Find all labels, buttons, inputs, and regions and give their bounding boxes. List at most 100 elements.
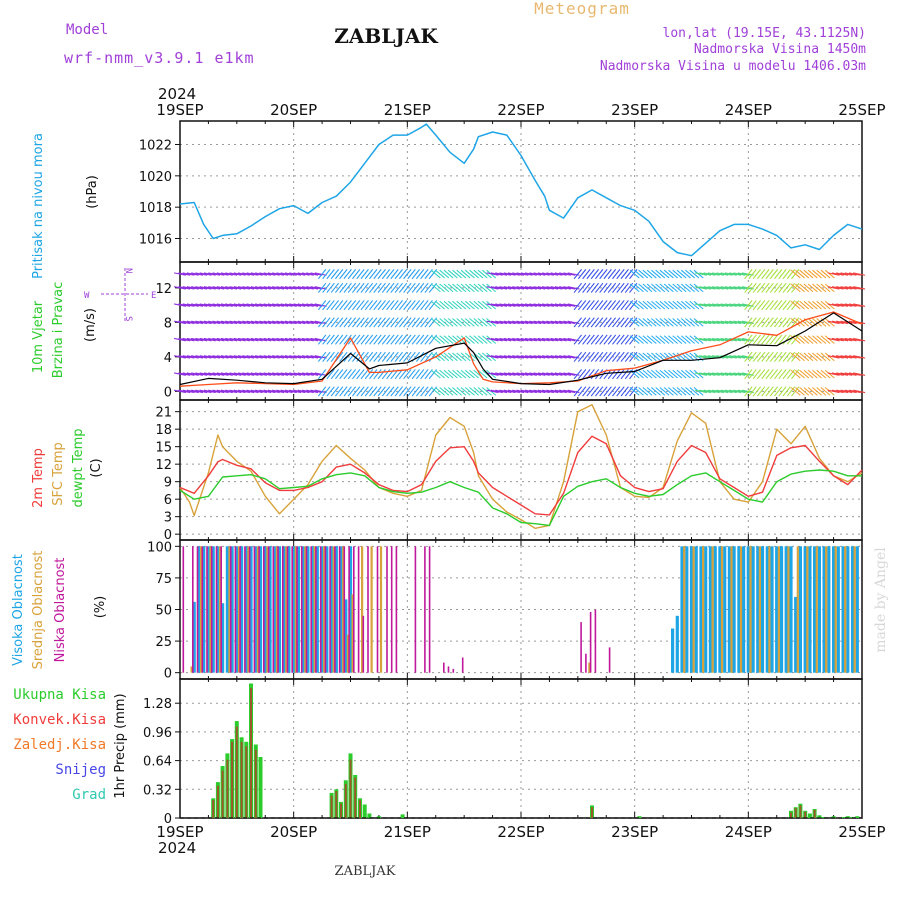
wind-barb xyxy=(174,272,186,276)
wind-barb xyxy=(689,300,700,310)
wind-barb xyxy=(481,387,492,396)
wind-barb xyxy=(752,334,762,345)
wind-barb xyxy=(836,372,849,376)
wind-barb xyxy=(836,320,849,325)
cloud-bar xyxy=(282,546,286,673)
wind-barb xyxy=(377,351,386,362)
wind-barb xyxy=(699,355,712,359)
wind-barb xyxy=(267,320,280,325)
wind-barb xyxy=(816,335,827,344)
wind-barb xyxy=(663,318,674,327)
wind-barb xyxy=(386,386,395,397)
wind-barb xyxy=(516,355,529,359)
wind-barb xyxy=(306,337,319,342)
wind-barb xyxy=(495,372,508,376)
wind-barb xyxy=(516,320,529,325)
wind-barb xyxy=(668,318,678,327)
wind-barb xyxy=(703,389,716,394)
wind-barb xyxy=(720,372,733,376)
model-altitude-label: Nadmorska Visina u modelu 1406.03m xyxy=(600,59,866,74)
wind-barb xyxy=(477,300,488,310)
cloud-bar xyxy=(685,546,689,673)
cloud-ylabel-3: Niska Oblacnost xyxy=(53,558,68,663)
wind-barb xyxy=(326,317,335,328)
wind-barb xyxy=(563,337,576,342)
wind-barb xyxy=(267,272,280,276)
wind-barb xyxy=(668,369,678,379)
wind-barb xyxy=(254,272,267,276)
wind-barb xyxy=(612,386,621,397)
cloud-bar xyxy=(718,546,722,673)
wind-barb xyxy=(827,303,840,307)
wind-barb xyxy=(716,272,729,276)
wind-barb xyxy=(744,351,753,362)
wind-barb xyxy=(848,389,861,394)
wind-barb xyxy=(533,320,546,325)
wind-barb xyxy=(369,386,378,397)
wind-barb xyxy=(464,300,475,310)
wind-barb xyxy=(554,389,567,394)
wind-barb xyxy=(191,303,204,307)
wind-barb xyxy=(403,282,412,293)
wind-barb xyxy=(390,300,399,311)
wind-barb xyxy=(415,386,425,397)
wind-barb xyxy=(182,320,195,325)
wind-barb xyxy=(655,318,666,327)
pressure-unit: (hPa) xyxy=(85,175,100,209)
wind-barb xyxy=(310,320,323,325)
wind-barb xyxy=(820,352,831,362)
precip-conv-bar xyxy=(790,812,792,818)
wind-barb xyxy=(460,318,471,327)
wind-barb xyxy=(646,387,657,396)
wind-barb xyxy=(473,318,484,327)
wind-barb xyxy=(546,320,559,325)
wind-barb xyxy=(790,387,801,396)
wind-barb xyxy=(276,272,289,276)
cloud-bar xyxy=(277,546,279,673)
wind-barb xyxy=(242,337,255,342)
wind-barb xyxy=(689,283,700,293)
cloud-bar xyxy=(836,546,840,673)
wind-barb xyxy=(603,282,612,293)
cloud-bar xyxy=(247,546,250,673)
wind-barb xyxy=(563,320,576,325)
wind-barb xyxy=(546,372,559,376)
wind-barb xyxy=(233,320,246,325)
wind-barb xyxy=(774,300,783,311)
wind-barb xyxy=(229,272,242,276)
wind-barb xyxy=(343,269,352,280)
wind-barb xyxy=(430,369,441,379)
wind-barb xyxy=(259,389,272,394)
wind-barb xyxy=(803,352,814,362)
wind-barb xyxy=(586,282,595,293)
wind-barb xyxy=(668,269,678,279)
wind-barb xyxy=(477,335,488,344)
lonlat-label: lon,lat (19.15E, 43.1125N) xyxy=(663,26,867,41)
cloud-bar xyxy=(362,615,365,673)
wind-barb xyxy=(347,369,357,380)
wind-barb xyxy=(280,355,293,359)
wind-barb xyxy=(310,286,323,290)
wind-barb xyxy=(242,389,255,394)
wind-barb xyxy=(824,300,835,310)
wind-barb xyxy=(220,372,233,376)
wind-barb xyxy=(778,317,787,328)
wind-barb xyxy=(212,320,225,325)
wind-barb xyxy=(186,355,199,359)
wind-barb xyxy=(638,318,649,327)
wind-barb xyxy=(330,269,340,280)
wind-barb xyxy=(744,282,753,293)
wind-barb xyxy=(186,337,199,342)
wind-barb xyxy=(267,337,280,342)
wind-barb xyxy=(447,352,458,362)
wind-barb xyxy=(386,282,395,293)
temp-2m-line xyxy=(179,435,863,516)
wind-barb xyxy=(831,389,844,394)
wind-barb xyxy=(663,335,674,344)
footer-station: ZABLJAK xyxy=(335,864,396,879)
precip-conv-bar xyxy=(344,783,347,818)
wind-barb xyxy=(537,303,550,307)
wind-barb xyxy=(729,355,742,359)
wind-barb xyxy=(629,335,640,344)
y-tick-label: 15 xyxy=(155,441,172,456)
